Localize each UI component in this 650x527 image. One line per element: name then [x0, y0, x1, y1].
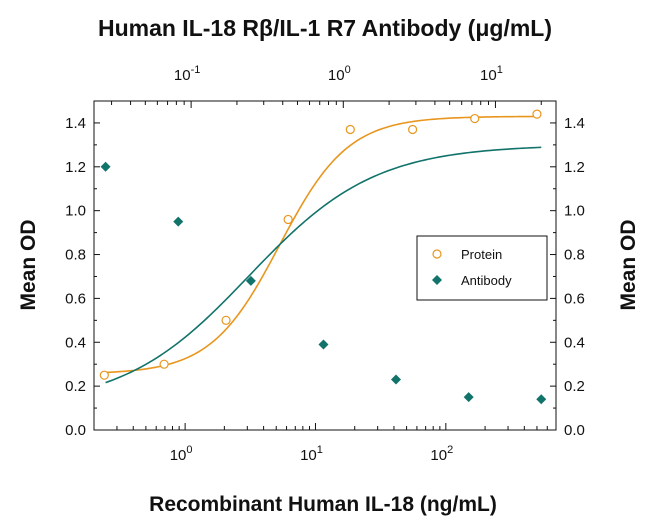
- x-tick-label-bottom: 102: [430, 444, 453, 464]
- y-tick-label-right: 0.0: [564, 422, 585, 439]
- y-tick-label-left: 0.6: [65, 290, 86, 307]
- y-tick-label-left: 0.2: [65, 378, 86, 395]
- y-tick-label-right: 1.4: [564, 115, 585, 132]
- y-tick-label-left: 1.4: [65, 115, 86, 132]
- plot-frame: [93, 100, 557, 431]
- y-tick-label-left: 0.8: [65, 247, 86, 264]
- legend-label: Antibody: [461, 273, 512, 288]
- protein-data-point: [159, 359, 169, 369]
- protein-data-point: [99, 370, 109, 380]
- x-tick-label-top: 101: [480, 64, 503, 84]
- legend-marker-protein: [432, 249, 442, 259]
- y-tick-label-right: 0.2: [564, 378, 585, 395]
- antibody-data-point: [536, 394, 547, 405]
- protein-data-point: [221, 315, 231, 325]
- protein-data-point: [532, 109, 542, 119]
- data-points: [99, 109, 547, 405]
- protein-data-point: [345, 124, 355, 135]
- antibody-data-point: [245, 275, 256, 286]
- x-axis-title: Recombinant Human IL-18 (ng/mL): [149, 493, 497, 516]
- y-tick-label-right: 1.2: [564, 159, 585, 176]
- antibody-data-point: [173, 216, 184, 227]
- legend-box: [416, 235, 548, 301]
- y-tick-label-left: 1.2: [65, 159, 86, 176]
- antibody-fit-curve: [105, 146, 542, 384]
- protein-data-point: [470, 113, 480, 124]
- x-tick-label-bottom: 101: [300, 444, 323, 464]
- protein-data-point: [283, 214, 293, 225]
- protein-fit-curve: [104, 115, 537, 374]
- y-tick-label-right: 1.0: [564, 203, 585, 220]
- y-axis-title-left: Mean OD: [17, 219, 40, 310]
- top-axis-ticks: 10-1 100 101: [111, 64, 542, 108]
- y-tick-label-right: 0.4: [564, 334, 585, 351]
- fit-curves: [104, 115, 542, 384]
- y-tick-label-right: 0.8: [564, 247, 585, 264]
- y-tick-label-left: 1.0: [65, 203, 86, 220]
- antibody-data-point: [390, 374, 401, 385]
- legend-label: Protein: [461, 247, 502, 262]
- y-tick-label-left: 0.4: [65, 334, 86, 351]
- legend: Protein Antibody: [416, 235, 548, 301]
- y-tick-label-right: 0.6: [564, 290, 585, 307]
- antibody-data-point: [318, 339, 329, 350]
- x-tick-label-bottom: 100: [170, 444, 193, 464]
- y-tick-label-left: 0.0: [65, 422, 86, 439]
- bottom-axis-ticks: 100 101 102: [93, 423, 557, 464]
- y-axis-title-right: Mean OD: [617, 219, 640, 310]
- antibody-data-point: [100, 161, 111, 172]
- right-axis-ticks: 0.0 0.2 0.4 0.6 0.8 1.0 1.2 1.4: [550, 115, 585, 439]
- chart-title: Human IL-18 Rβ/IL-1 R7 Antibody (μg/mL): [98, 15, 552, 41]
- left-axis-ticks: 0.0 0.2 0.4 0.6 0.8 1.0 1.2 1.4: [65, 115, 100, 439]
- antibody-data-point: [463, 392, 474, 403]
- x-tick-label-top: 100: [328, 64, 351, 84]
- x-tick-label-top: 10-1: [174, 64, 200, 84]
- protein-data-point: [408, 124, 418, 135]
- legend-marker-antibody: [432, 275, 442, 285]
